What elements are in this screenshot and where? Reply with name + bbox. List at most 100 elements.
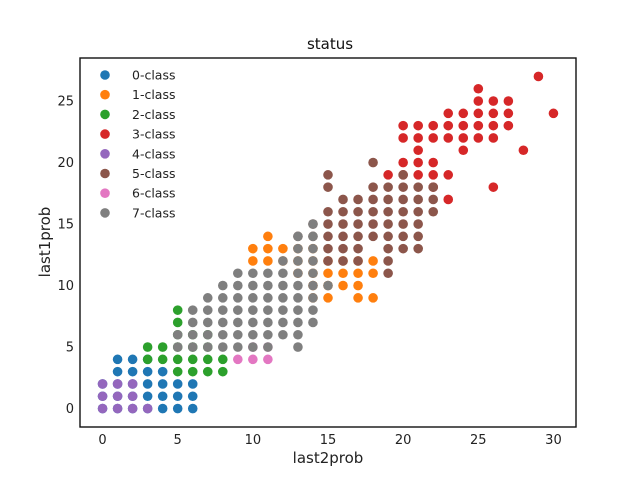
data-point (263, 317, 273, 328)
data-point (278, 256, 288, 266)
data-point (233, 317, 243, 328)
data-point (278, 329, 288, 340)
data-point (428, 133, 439, 143)
data-point (157, 403, 168, 414)
data-point (338, 256, 348, 266)
data-point (353, 206, 363, 217)
data-point (248, 268, 258, 279)
data-point (323, 231, 333, 242)
data-point (127, 366, 138, 377)
chart-title: status (307, 35, 353, 53)
data-point (157, 354, 168, 365)
legend-item: 4-class (100, 146, 176, 161)
data-point (503, 108, 514, 119)
data-point (233, 293, 243, 303)
data-point (428, 182, 439, 192)
data-point (413, 157, 423, 168)
data-point (458, 108, 469, 119)
legend-label: 4-class (132, 146, 176, 161)
data-point (488, 96, 499, 106)
data-point (112, 403, 123, 414)
series-1 (248, 231, 378, 303)
data-point (368, 256, 378, 266)
data-point (112, 366, 123, 377)
data-point (263, 243, 273, 254)
data-point (413, 120, 423, 131)
data-point (398, 182, 408, 192)
data-point (172, 329, 183, 340)
data-point (353, 256, 363, 266)
legend-label: 6-class (132, 186, 176, 201)
data-point (518, 145, 529, 156)
data-point (383, 268, 393, 279)
data-point (233, 305, 243, 315)
data-point (443, 133, 454, 143)
data-point (233, 268, 243, 279)
data-point (248, 293, 258, 303)
data-point (323, 243, 333, 254)
data-point (187, 379, 198, 389)
data-point (217, 293, 228, 303)
data-point (413, 206, 423, 217)
data-point (413, 219, 423, 229)
data-point (293, 268, 303, 279)
data-point (202, 293, 213, 303)
data-point (353, 219, 363, 229)
legend-label: 1-class (132, 87, 176, 102)
legend-marker (100, 129, 110, 139)
data-point (278, 305, 288, 315)
x-tick-label: 5 (174, 433, 182, 448)
data-point (278, 317, 288, 328)
data-point (473, 108, 484, 119)
data-point (217, 342, 228, 352)
data-point (202, 354, 213, 365)
data-point (338, 243, 348, 254)
data-point (187, 366, 198, 377)
legend-marker (100, 109, 110, 120)
data-point (548, 108, 559, 119)
y-tick-label: 0 (66, 402, 74, 417)
data-point (473, 83, 484, 94)
data-point (323, 170, 333, 180)
data-point (293, 305, 303, 315)
data-point (383, 243, 393, 254)
data-point (488, 133, 499, 143)
data-point (413, 243, 423, 254)
x-tick-label: 15 (320, 433, 337, 448)
series-7 (172, 219, 333, 352)
data-point (488, 182, 499, 192)
data-point (413, 231, 423, 242)
data-point (263, 354, 273, 365)
data-point (428, 206, 439, 217)
data-point (127, 403, 138, 414)
data-point (263, 329, 273, 340)
data-point (473, 133, 484, 143)
data-point (127, 379, 138, 389)
data-point (413, 170, 423, 180)
data-point (112, 391, 123, 402)
data-point (398, 170, 408, 180)
data-point (278, 268, 288, 279)
legend-item: 5-class (100, 166, 176, 181)
x-tick-label: 20 (395, 433, 412, 448)
data-point (187, 305, 198, 315)
data-point (443, 170, 454, 180)
legend-label: 0-class (132, 68, 176, 83)
data-point (308, 256, 318, 266)
data-point (368, 182, 378, 192)
data-point (368, 157, 378, 168)
data-point (172, 403, 183, 414)
data-point (187, 391, 198, 402)
data-point (308, 305, 318, 315)
data-point (458, 145, 469, 156)
legend-marker (100, 208, 110, 218)
data-point (413, 182, 423, 192)
data-point (398, 219, 408, 229)
data-point (217, 317, 228, 328)
data-point (353, 231, 363, 242)
data-point (368, 293, 378, 303)
data-point (233, 342, 243, 352)
y-tick-label: 5 (66, 341, 74, 356)
data-point (338, 231, 348, 242)
